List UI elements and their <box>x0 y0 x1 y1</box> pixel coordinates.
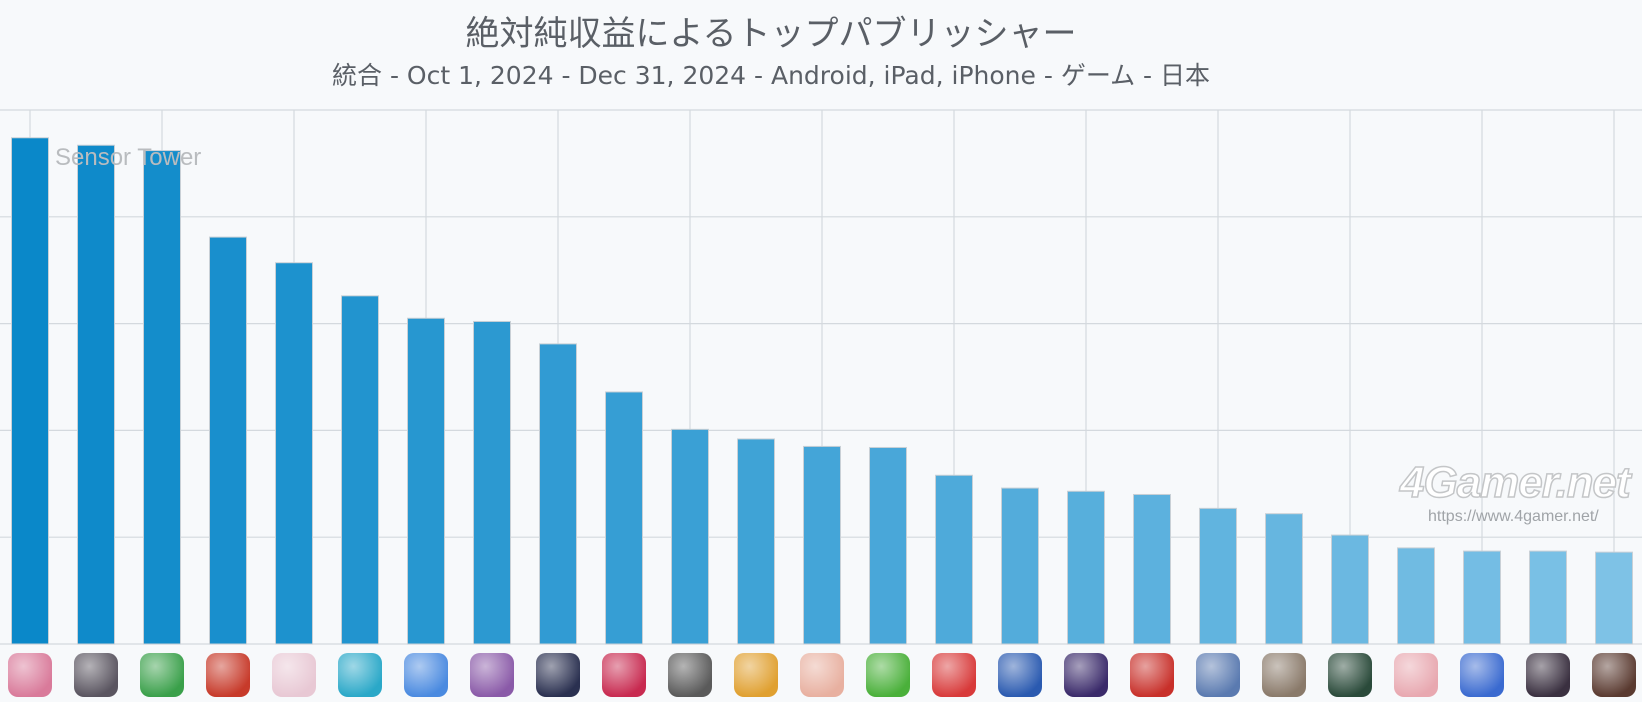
publisher-app-icon <box>470 653 514 697</box>
publisher-app-icon <box>536 653 580 697</box>
app-icon-gloss <box>8 653 52 697</box>
app-icon-gloss <box>1064 653 1108 697</box>
publisher-app-icon <box>338 653 382 697</box>
app-icon-gloss <box>1460 653 1504 697</box>
publisher-app-icon <box>74 653 118 697</box>
bar <box>1199 507 1237 645</box>
fourgamer-watermark: 4Gamer.net <box>1399 457 1631 508</box>
bar <box>737 438 775 645</box>
publisher-app-icon <box>932 653 976 697</box>
bar <box>1265 513 1303 645</box>
bar <box>341 295 379 645</box>
app-icon-gloss <box>932 653 976 697</box>
app-icon-gloss <box>1394 653 1438 697</box>
publisher-app-icon <box>8 653 52 697</box>
app-icon-gloss <box>1592 653 1636 697</box>
app-icon-gloss <box>338 653 382 697</box>
bar <box>539 343 577 645</box>
bar <box>1463 550 1501 645</box>
publisher-app-icon <box>1196 653 1240 697</box>
publisher-app-icon <box>1592 653 1636 697</box>
app-icon-gloss <box>602 653 646 697</box>
bar <box>1133 493 1171 645</box>
publisher-app-icon <box>1130 653 1174 697</box>
bar <box>11 137 49 645</box>
publisher-app-icon <box>1064 653 1108 697</box>
publisher-app-icon <box>866 653 910 697</box>
bar <box>1331 534 1369 645</box>
app-icon-gloss <box>866 653 910 697</box>
publisher-app-icon <box>272 653 316 697</box>
app-icon-gloss <box>734 653 778 697</box>
bar <box>275 262 313 645</box>
publisher-app-icon <box>668 653 712 697</box>
bar <box>605 391 643 645</box>
bar <box>935 474 973 645</box>
bar <box>143 150 181 645</box>
app-icon-gloss <box>1328 653 1372 697</box>
publisher-app-icon <box>140 653 184 697</box>
app-icon-gloss <box>1196 653 1240 697</box>
app-icon-gloss <box>140 653 184 697</box>
app-icon-gloss <box>668 653 712 697</box>
bar <box>869 446 907 645</box>
app-icon-gloss <box>998 653 1042 697</box>
sensor-tower-watermark: Sensor Tower <box>55 144 202 171</box>
bar <box>77 144 115 645</box>
publisher-app-icon <box>1262 653 1306 697</box>
publisher-app-icon <box>1526 653 1570 697</box>
app-icon-gloss <box>272 653 316 697</box>
publisher-app-icon <box>734 653 778 697</box>
app-icon-gloss <box>800 653 844 697</box>
publisher-app-icon <box>800 653 844 697</box>
app-icon-gloss <box>470 653 514 697</box>
chart-subtitle: 統合 - Oct 1, 2024 - Dec 31, 2024 - Androi… <box>332 61 1210 90</box>
app-icon-gloss <box>74 653 118 697</box>
app-icon-gloss <box>1262 653 1306 697</box>
bar <box>1067 490 1105 645</box>
bar <box>473 320 511 645</box>
publisher-app-icon <box>998 653 1042 697</box>
app-icon-gloss <box>536 653 580 697</box>
fourgamer-url: https://www.4gamer.net/ <box>1428 508 1599 525</box>
bar <box>407 317 445 645</box>
bar <box>209 236 247 645</box>
bar <box>671 428 709 645</box>
app-icon-gloss <box>404 653 448 697</box>
app-icon-gloss <box>1130 653 1174 697</box>
app-icon-gloss <box>1526 653 1570 697</box>
chart-title: 絶対純収益によるトップパブリッシャー <box>465 14 1077 54</box>
publisher-app-icon <box>1328 653 1372 697</box>
publisher-app-icon <box>1460 653 1504 697</box>
bar <box>803 445 841 645</box>
bar <box>1001 487 1039 645</box>
publisher-app-icon <box>404 653 448 697</box>
publisher-app-icon <box>1394 653 1438 697</box>
bar <box>1397 547 1435 645</box>
app-icon-gloss <box>206 653 250 697</box>
publisher-app-icon <box>602 653 646 697</box>
publisher-app-icon <box>206 653 250 697</box>
bar <box>1595 551 1633 645</box>
bar <box>1529 550 1567 645</box>
